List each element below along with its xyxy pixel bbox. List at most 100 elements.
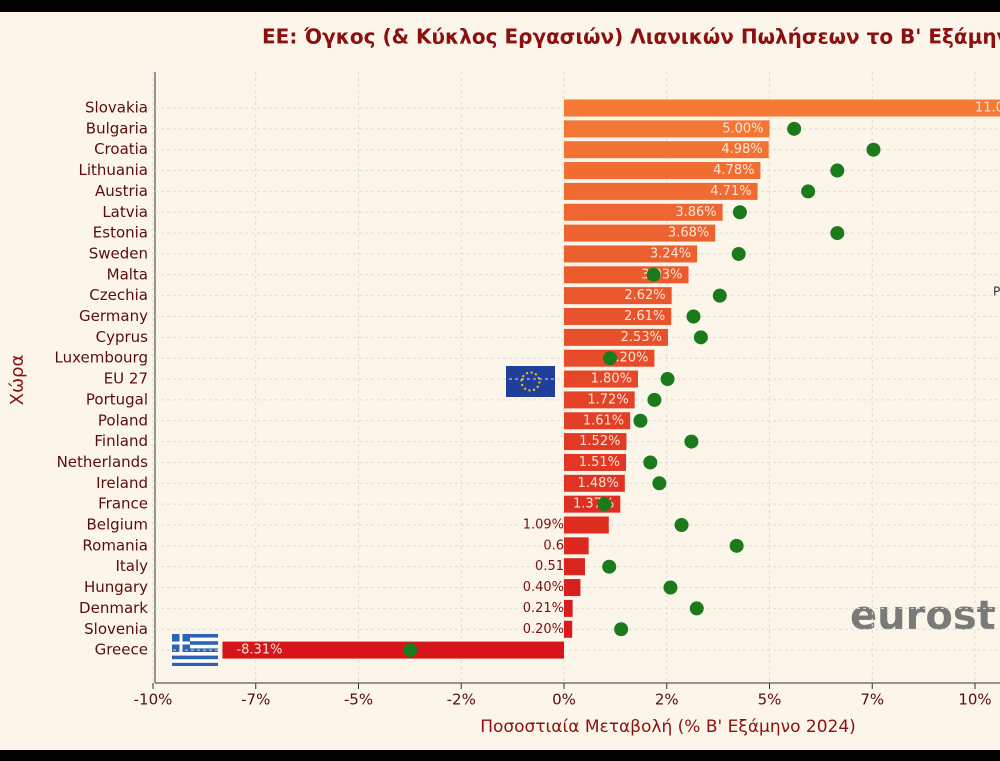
value-label: 2.62%: [624, 288, 665, 303]
bar: [564, 537, 589, 555]
chart-title: ΕΕ: Όγκος (& Κύκλος Εργασιών) Λιανικών Π…: [262, 25, 1000, 49]
bar: [564, 141, 769, 159]
dot: [689, 601, 704, 616]
dot: [729, 538, 744, 553]
dot: [801, 184, 816, 199]
bar: [564, 412, 631, 430]
y-tick-label: Netherlands: [57, 453, 149, 471]
dot: [686, 309, 701, 324]
dot: [731, 246, 746, 261]
annotation: P: [993, 285, 1000, 299]
dot: [663, 580, 678, 595]
value-label: 0.40%: [523, 580, 564, 595]
bar: [564, 245, 698, 263]
bar: [564, 224, 716, 242]
value-label: 11.05: [975, 101, 1000, 116]
y-tick-label: Romania: [82, 536, 148, 554]
x-tick-label: -10%: [134, 691, 173, 709]
dot: [647, 392, 662, 407]
x-tick-label: -5%: [344, 691, 373, 709]
bar: [564, 474, 625, 492]
value-label: 3.24%: [650, 246, 691, 261]
dot: [684, 434, 699, 449]
y-tick-label: Slovenia: [84, 620, 148, 638]
y-tick-label: EU 27: [104, 370, 148, 388]
dot: [643, 455, 658, 470]
bar: [222, 641, 565, 659]
y-tick-label: Luxembourg: [55, 349, 149, 367]
bar: [564, 579, 581, 597]
value-label: 1.52%: [579, 434, 620, 449]
dot: [633, 413, 648, 428]
x-tick-label: 5%: [758, 691, 782, 709]
dot: [403, 643, 418, 658]
value-label: -8.31%: [236, 643, 282, 658]
dot: [660, 372, 675, 387]
bar: [564, 328, 668, 346]
bar: [564, 203, 723, 221]
dot: [830, 163, 845, 178]
y-tick-label: Latvia: [102, 203, 148, 221]
value-label: 2.61%: [624, 309, 665, 324]
bar: [564, 453, 627, 471]
dot: [712, 288, 727, 303]
x-tick-label: -2%: [447, 691, 476, 709]
bar: [564, 370, 638, 388]
y-tick-label: Bulgaria: [86, 119, 148, 137]
bar: [564, 599, 573, 617]
value-label: 2.20%: [607, 351, 648, 366]
dot: [787, 121, 802, 136]
value-label: 4.98%: [721, 142, 762, 157]
dot: [602, 559, 617, 574]
bar: [564, 182, 758, 200]
y-tick-label: Ireland: [96, 474, 148, 492]
y-tick-label: Austria: [95, 182, 148, 200]
dot: [603, 351, 618, 366]
value-label: 4.78%: [713, 163, 754, 178]
y-axis-label: Χώρα: [7, 355, 28, 406]
background: [0, 12, 1000, 750]
dot: [597, 497, 612, 512]
dot: [693, 330, 708, 345]
value-label: 4.71%: [710, 184, 751, 199]
eu-flag: [506, 366, 555, 397]
bar: [564, 558, 585, 576]
y-tick-label: Cyprus: [96, 328, 149, 346]
value-label: 2.53%: [621, 330, 662, 345]
y-tick-label: Greece: [95, 641, 148, 659]
y-tick-label: France: [98, 495, 148, 513]
value-label: 1.51%: [579, 455, 620, 470]
value-label: 1.61%: [583, 413, 624, 428]
bar: [564, 120, 770, 138]
bar: [564, 308, 672, 325]
bar: [564, 620, 573, 638]
value-label: 5.00%: [722, 121, 763, 136]
dot: [674, 518, 689, 532]
x-tick-label: 7%: [860, 691, 884, 709]
y-tick-label: Czechia: [89, 286, 148, 304]
bar: [564, 391, 635, 409]
y-tick-label: Hungary: [84, 578, 148, 596]
bar: [564, 287, 672, 305]
value-label: 0.21%: [523, 601, 564, 616]
y-tick-label: Lithuania: [79, 161, 148, 179]
y-tick-label: Italy: [115, 557, 148, 575]
dot: [614, 622, 629, 637]
x-tick-label: 0%: [552, 691, 576, 709]
value-label: 1.80%: [591, 372, 632, 387]
dot: [646, 267, 661, 282]
x-axis-label: Ποσοστιαία Μεταβολή (% Β' Εξάμηνο 2024): [480, 717, 856, 737]
bar: [564, 433, 627, 451]
value-label: 1.72%: [587, 392, 628, 407]
value-label: 3.68%: [668, 226, 709, 241]
watermark: eurost: [850, 593, 996, 639]
x-tick-label: -7%: [241, 691, 270, 709]
x-tick-label: 2%: [655, 691, 679, 709]
value-label: 0.20%: [523, 622, 564, 637]
y-tick-label: Slovakia: [85, 99, 148, 117]
y-tick-label: Estonia: [93, 224, 148, 242]
y-tick-label: Finland: [94, 432, 148, 450]
dot: [652, 476, 667, 491]
